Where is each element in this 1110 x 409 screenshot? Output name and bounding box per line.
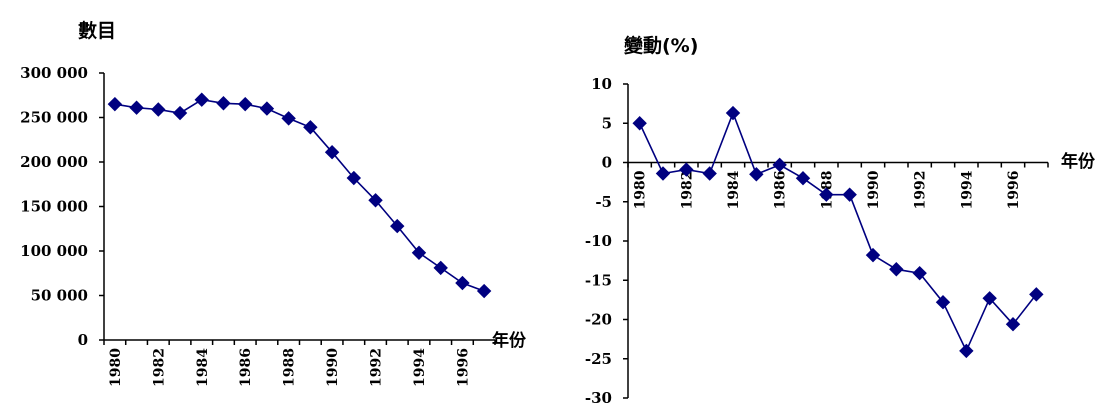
x-tick-label: 1986 xyxy=(773,171,789,210)
data-point xyxy=(725,105,741,121)
count-chart-series xyxy=(107,92,492,299)
x-tick-label: 1990 xyxy=(325,348,341,387)
count-chart-title: 數目 xyxy=(78,20,116,42)
data-point xyxy=(702,166,717,181)
data-point xyxy=(865,247,881,263)
x-tick-label: 1984 xyxy=(726,170,742,209)
y-tick-label: 100 000 xyxy=(20,242,88,260)
x-tick-label: 1984 xyxy=(195,348,211,387)
data-point xyxy=(935,295,951,310)
data-point xyxy=(151,102,166,117)
y-tick-label: 0 xyxy=(602,154,612,172)
y-tick-label: -20 xyxy=(585,311,612,329)
data-point xyxy=(476,283,492,299)
y-tick-label: -25 xyxy=(585,350,612,368)
data-point xyxy=(346,170,362,186)
y-tick-label: -15 xyxy=(585,271,612,289)
data-point xyxy=(655,166,671,181)
y-tick-label: 200 000 xyxy=(20,153,88,171)
data-point xyxy=(1005,317,1021,332)
data-point xyxy=(912,265,927,281)
count-chart-xlabel: 年份 xyxy=(492,330,527,351)
count-chart-x-axis: 1980 1982 1984 1986 1988 1990 1992 1994 1996 xyxy=(103,339,496,387)
data-point xyxy=(795,170,811,186)
x-tick-label: 1988 xyxy=(282,348,298,387)
data-point xyxy=(819,187,834,202)
count-chart-y-axis: 0 50 000 100 000 150 000 200 000 250 000 300 0… xyxy=(20,64,105,349)
data-point xyxy=(259,101,275,116)
data-point xyxy=(107,96,123,112)
data-point xyxy=(842,187,857,202)
y-tick-label: 50 000 xyxy=(31,287,88,305)
y-tick-label: 0 xyxy=(78,331,88,349)
data-point xyxy=(368,193,383,208)
change-chart-series xyxy=(632,105,1044,359)
x-tick-label: 1994 xyxy=(412,348,428,387)
data-point xyxy=(216,96,231,111)
x-tick-label: 1996 xyxy=(455,348,471,387)
data-point xyxy=(1029,287,1044,302)
data-point xyxy=(390,218,405,234)
series-line xyxy=(638,110,1037,353)
data-point xyxy=(772,157,787,173)
y-tick-label: 5 xyxy=(602,114,612,132)
data-point xyxy=(433,260,448,276)
change-chart-y-axis: -30 -25 -20 -15 -10 -5 0 5 10 xyxy=(585,75,629,407)
data-point xyxy=(129,100,144,115)
data-point xyxy=(749,167,764,182)
data-point xyxy=(889,262,904,277)
data-point xyxy=(303,120,318,135)
data-point xyxy=(237,96,253,112)
x-tick-label: 1992 xyxy=(369,348,385,387)
data-point xyxy=(281,111,296,126)
y-tick-label: -5 xyxy=(595,193,612,211)
y-tick-label: -30 xyxy=(585,389,612,407)
y-tick-label: 300 000 xyxy=(20,64,88,82)
data-point xyxy=(679,162,694,177)
x-tick-label: 1982 xyxy=(151,348,167,387)
series-line xyxy=(114,98,485,292)
y-tick-label: 10 xyxy=(591,75,612,93)
data-point xyxy=(632,116,647,131)
x-tick-label: 1982 xyxy=(679,171,695,210)
y-tick-label: 150 000 xyxy=(20,198,88,216)
x-tick-label: 1990 xyxy=(866,170,882,209)
data-point xyxy=(959,343,974,359)
data-point xyxy=(324,145,340,160)
y-tick-label: -10 xyxy=(585,232,612,250)
x-tick-label: 1994 xyxy=(959,170,975,209)
count-chart: 數目 年份 0 50 000 100 000 150 000 200 000 250 00… xyxy=(20,20,527,387)
x-tick-label: 1992 xyxy=(913,171,929,210)
data-point xyxy=(455,275,470,291)
x-tick-label: 1980 xyxy=(108,348,124,387)
data-point xyxy=(411,245,427,260)
change-chart-title: 變動(%) xyxy=(624,34,698,57)
x-tick-label: 1986 xyxy=(238,348,254,387)
y-tick-label: 250 000 xyxy=(20,109,88,127)
data-point xyxy=(172,105,188,121)
change-chart-xlabel: 年份 xyxy=(1061,151,1096,172)
change-chart: 變動(%) 年份 -30 -25 -20 -15 -10 -5 0 5 10 1980 1982 1… xyxy=(585,34,1096,407)
x-tick-label: 1980 xyxy=(633,170,649,209)
data-point xyxy=(194,92,209,107)
data-point xyxy=(982,291,997,306)
x-tick-label: 1996 xyxy=(1006,171,1022,210)
